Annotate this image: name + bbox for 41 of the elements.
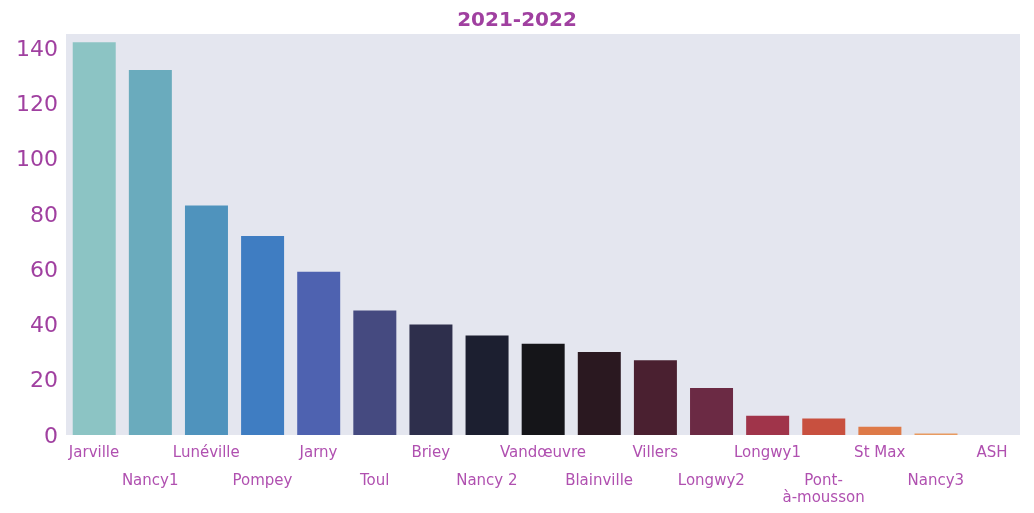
x-tick-label: Vandœuvre bbox=[499, 443, 587, 461]
y-tick-label: 100 bbox=[16, 146, 58, 172]
y-tick-label: 120 bbox=[16, 90, 58, 116]
y-tick-label: 40 bbox=[30, 312, 58, 338]
x-tick-label: Toul bbox=[358, 471, 390, 489]
bar bbox=[465, 335, 509, 435]
bar bbox=[297, 271, 341, 435]
x-tick-label: Lunéville bbox=[172, 443, 240, 461]
bar bbox=[409, 324, 453, 435]
x-tick-label: St Max bbox=[854, 443, 906, 461]
bar bbox=[184, 205, 228, 435]
x-tick-label: ASH bbox=[976, 443, 1008, 461]
y-tick-label: 0 bbox=[44, 422, 58, 448]
x-tick-label: Longwy2 bbox=[677, 471, 745, 489]
x-tick-label: Briey bbox=[411, 443, 451, 461]
bar bbox=[521, 343, 565, 435]
bar bbox=[72, 42, 116, 435]
x-tick-label: Blainville bbox=[565, 471, 634, 489]
x-tick-label: Nancy1 bbox=[121, 471, 179, 489]
x-tick-label: Villers bbox=[632, 443, 679, 461]
bar bbox=[858, 426, 902, 435]
x-tick-label: Nancy 2 bbox=[456, 471, 518, 489]
bar bbox=[746, 415, 790, 435]
x-tick-label: Pont-à-mousson bbox=[782, 471, 865, 506]
x-tick-label: Nancy3 bbox=[907, 471, 965, 489]
y-tick-label: 140 bbox=[16, 35, 58, 61]
y-tick-label: 20 bbox=[30, 367, 58, 393]
y-tick-label: 80 bbox=[30, 201, 58, 227]
x-tick-label: Jarville bbox=[67, 443, 120, 461]
x-tick-label: Jarny bbox=[298, 443, 338, 461]
x-tick-label: Pompey bbox=[232, 471, 293, 489]
bar bbox=[128, 69, 172, 435]
x-tick-label: Longwy1 bbox=[733, 443, 801, 461]
bar bbox=[802, 418, 846, 435]
chart-title: 2021-2022 bbox=[456, 7, 578, 31]
y-tick-label: 60 bbox=[30, 256, 58, 282]
bar bbox=[633, 360, 677, 435]
bar bbox=[577, 352, 621, 435]
bar bbox=[241, 235, 285, 435]
bar bbox=[353, 310, 397, 435]
bar bbox=[690, 387, 734, 435]
